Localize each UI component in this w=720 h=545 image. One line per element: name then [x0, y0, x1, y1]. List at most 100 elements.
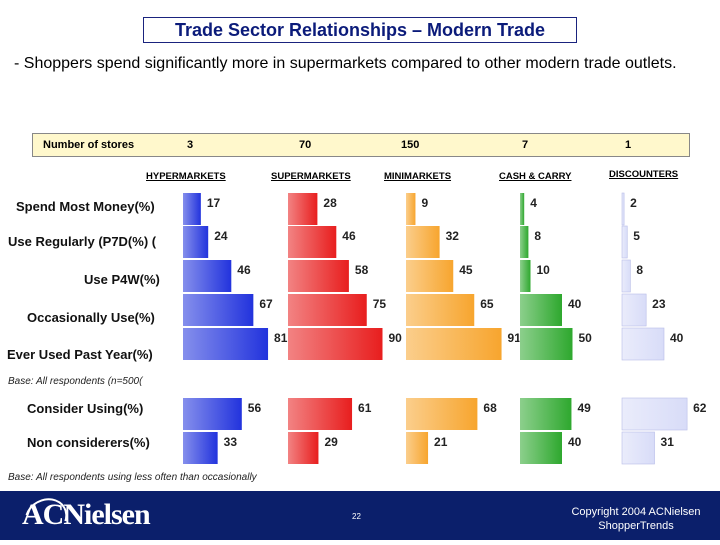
label-hypermarkets-g1-r1: 17 — [207, 196, 221, 210]
title-box: Trade Sector Relationships – Modern Trad… — [143, 17, 577, 43]
bar-minimarkets-g1-r1 — [406, 193, 416, 225]
stores-discounters: 1 — [625, 139, 632, 151]
bar-supermarkets-g1-r2 — [288, 226, 337, 258]
label-discounters-g2-r2: 31 — [661, 435, 675, 449]
bar-minimarkets-g2-r1 — [406, 398, 478, 430]
bar-supermarkets-g1-r5 — [288, 328, 383, 360]
row-label-ever-used: Ever Used Past Year(%) — [7, 347, 153, 362]
bar-supermarkets-g1-r3 — [288, 260, 349, 292]
label-hypermarkets-g1-r4: 67 — [259, 297, 273, 311]
bar-hypermarkets-g1-r3 — [183, 260, 232, 292]
colhead-cash-carry: CASH & CARRY — [499, 171, 572, 182]
bar-hypermarkets-g2-r2 — [183, 432, 218, 464]
label-cash-carry-g1-r3: 10 — [537, 263, 551, 277]
label-cash-carry-g1-r1: 4 — [530, 196, 537, 210]
subtitle: - Shoppers spend significantly more in s… — [14, 55, 677, 72]
label-supermarkets-g1-r4: 75 — [373, 297, 387, 311]
row-label-consider: Consider Using(%) — [27, 401, 144, 416]
bar-discounters-g1-r5 — [621, 327, 665, 361]
copyright-line2: ShopperTrends — [598, 520, 674, 532]
bar-discounters-g1-r4 — [621, 293, 647, 327]
bar-cash-carry-g1-r5 — [520, 328, 573, 360]
row-label-occasionally: Occasionally Use(%) — [27, 310, 155, 325]
logo: ACNielsen — [22, 498, 151, 531]
label-minimarkets-g1-r1: 9 — [421, 196, 428, 210]
bar-cash-carry-g1-r2 — [520, 226, 529, 258]
label-supermarkets-g1-r1: 28 — [323, 196, 337, 210]
label-cash-carry-g1-r2: 8 — [534, 229, 541, 243]
bar-minimarkets-g1-r2 — [406, 226, 440, 258]
bar-chart: 1724466781284658759093245659148104050258… — [182, 192, 707, 465]
bar-cash-carry-g2-r2 — [520, 432, 562, 464]
label-discounters-g1-r5: 40 — [670, 331, 684, 345]
label-discounters-g1-r1: 2 — [630, 196, 637, 210]
copyright: Copyright 2004 ACNielsen ShopperTrends — [556, 505, 716, 533]
label-discounters-g1-r4: 23 — [652, 297, 666, 311]
row-label-spend-most: Spend Most Money(%) — [16, 199, 155, 214]
bar-supermarkets-g1-r4 — [288, 294, 367, 326]
row-label-use-p4w: Use P4W(%) — [84, 272, 160, 287]
stores-hypermarkets: 3 — [187, 139, 194, 151]
colhead-minimarkets: MINIMARKETS — [384, 171, 452, 182]
colhead-discounters: DISCOUNTERS — [609, 169, 679, 180]
label-supermarkets-g2-r1: 61 — [358, 401, 372, 415]
row-label-non-considerers: Non considerers(%) — [27, 435, 150, 450]
label-minimarkets-g1-r4: 65 — [480, 297, 494, 311]
footer — [0, 491, 720, 540]
bar-hypermarkets-g1-r4 — [183, 294, 254, 326]
label-hypermarkets-g1-r2: 24 — [214, 229, 228, 243]
colhead-hypermarkets: HYPERMARKETS — [146, 171, 226, 182]
label-cash-carry-g1-r4: 40 — [568, 297, 582, 311]
stores-supermarkets: 70 — [299, 139, 312, 151]
label-minimarkets-g1-r2: 32 — [446, 229, 460, 243]
stores-label: Number of stores — [43, 139, 135, 151]
base-note-1: Base: All respondents (n=500( — [8, 376, 143, 387]
label-supermarkets-g1-r5: 90 — [389, 331, 403, 345]
bar-hypermarkets-g1-r5 — [183, 328, 269, 360]
bar-cash-carry-g1-r3 — [520, 260, 531, 292]
bar-minimarkets-g2-r2 — [406, 432, 429, 464]
label-discounters-g2-r1: 62 — [693, 401, 707, 415]
label-minimarkets-g2-r2: 21 — [434, 435, 448, 449]
copyright-line1: Copyright 2004 ACNielsen — [571, 506, 701, 518]
stores-bar: Number of stores 3 70 150 7 1 — [32, 133, 690, 157]
row-label-use-regularly: Use Regularly (P7D(%) ( — [8, 234, 157, 249]
label-minimarkets-g1-r5: 91 — [508, 331, 522, 345]
bar-hypermarkets-g1-r2 — [183, 226, 209, 258]
bar-cash-carry-g1-r1 — [520, 193, 525, 225]
bar-discounters-g1-r3 — [621, 259, 631, 293]
bar-supermarkets-g1-r1 — [288, 193, 318, 225]
base-note-2: Base: All respondents using less often t… — [8, 472, 257, 483]
bar-minimarkets-g1-r3 — [406, 260, 454, 292]
stores-cash-carry: 7 — [522, 139, 529, 151]
bar-cash-carry-g1-r4 — [520, 294, 562, 326]
page-number: 22 — [352, 512, 361, 521]
label-hypermarkets-g1-r3: 46 — [237, 263, 251, 277]
colhead-supermarkets: SUPERMARKETS — [271, 171, 351, 182]
bar-minimarkets-g1-r4 — [406, 294, 475, 326]
label-cash-carry-g2-r1: 49 — [577, 401, 591, 415]
label-supermarkets-g1-r3: 58 — [355, 263, 369, 277]
label-discounters-g1-r3: 8 — [636, 263, 643, 277]
label-cash-carry-g1-r5: 50 — [579, 331, 593, 345]
label-minimarkets-g1-r3: 45 — [459, 263, 473, 277]
label-hypermarkets-g1-r5: 81 — [274, 331, 288, 345]
label-hypermarkets-g2-r2: 33 — [224, 435, 238, 449]
bar-supermarkets-g2-r1 — [288, 398, 353, 430]
bar-supermarkets-g2-r2 — [288, 432, 319, 464]
bar-discounters-g1-r1 — [621, 192, 625, 226]
bar-hypermarkets-g2-r1 — [183, 398, 242, 430]
bar-minimarkets-g1-r5 — [406, 328, 502, 360]
label-supermarkets-g2-r2: 29 — [324, 435, 338, 449]
bar-cash-carry-g2-r1 — [520, 398, 572, 430]
label-discounters-g1-r2: 5 — [633, 229, 640, 243]
label-cash-carry-g2-r2: 40 — [568, 435, 582, 449]
stores-minimarkets: 150 — [401, 139, 420, 151]
bar-discounters-g2-r2 — [621, 431, 655, 465]
label-hypermarkets-g2-r1: 56 — [248, 401, 262, 415]
bar-discounters-g2-r1 — [621, 397, 688, 431]
bar-hypermarkets-g1-r1 — [183, 193, 201, 225]
label-minimarkets-g2-r1: 68 — [483, 401, 497, 415]
bar-discounters-g1-r2 — [621, 225, 628, 259]
page-title: Trade Sector Relationships – Modern Trad… — [174, 19, 546, 40]
